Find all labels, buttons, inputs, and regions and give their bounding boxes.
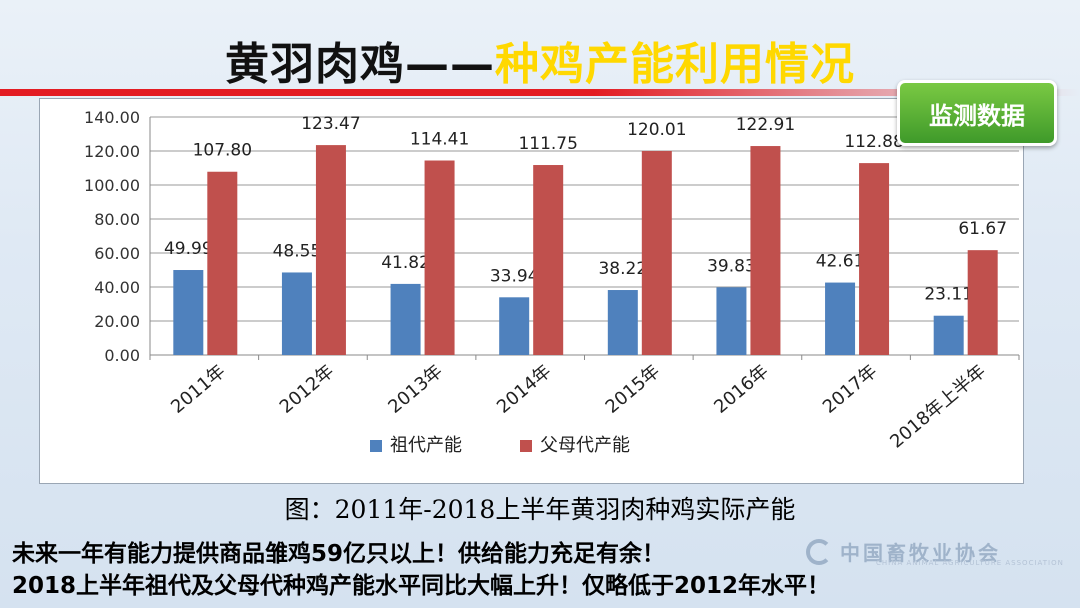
bar-parent [641, 150, 672, 355]
data-label: 107.80 [193, 141, 252, 161]
title-underline [0, 89, 1080, 96]
legend-label: 父母代产能 [540, 435, 630, 456]
data-label: 41.82 [381, 253, 430, 273]
summary-note-1: 未来一年有能力提供商品雏鸡59亿只以上！供给能力充足有余！ [12, 541, 666, 567]
bar-parent [315, 145, 346, 355]
y-tick-label: 20.00 [94, 312, 140, 331]
x-tick-label: 2011年 [167, 361, 229, 418]
data-label: 120.01 [627, 120, 686, 140]
data-label: 42.61 [816, 252, 865, 272]
bar-parent [424, 160, 455, 355]
summary-note-2: 2018上半年祖代及父母代种鸡产能水平同比大幅上升！仅略低于2012年水平！ [12, 573, 831, 599]
data-label: 49.99 [164, 239, 213, 259]
bar-grandparent [607, 290, 638, 355]
data-label: 61.67 [958, 219, 1007, 239]
data-label: 39.83 [707, 256, 756, 276]
data-label: 23.11 [924, 285, 973, 305]
bar-grandparent [390, 283, 421, 355]
slide-title: 黄羽肉鸡——种鸡产能利用情况 [0, 28, 1080, 92]
y-tick-label: 80.00 [94, 210, 140, 229]
data-label: 114.41 [410, 130, 469, 150]
y-tick-label: 140.00 [84, 108, 140, 127]
x-tick-label: 2017年 [819, 361, 881, 418]
legend-swatch [370, 440, 382, 452]
legend-label: 祖代产能 [390, 435, 462, 456]
bar-parent [859, 163, 890, 355]
y-tick-label: 100.00 [84, 176, 140, 195]
monitor-data-badge: 监测数据 [897, 80, 1057, 146]
y-tick-label: 0.00 [104, 346, 140, 365]
bar-parent [750, 146, 781, 355]
legend-swatch [520, 440, 532, 452]
y-tick-label: 120.00 [84, 142, 140, 161]
title-main: 黄羽肉鸡—— [225, 39, 495, 90]
x-tick-label: 2016年 [710, 361, 772, 418]
association-name-en: CHINA ANIMAL AGRICULTURE ASSOCIATION [876, 559, 1064, 567]
bar-grandparent [933, 315, 964, 355]
y-tick-label: 60.00 [94, 244, 140, 263]
data-label: 38.22 [598, 259, 647, 279]
bar-grandparent [499, 297, 530, 355]
title-highlight: 种鸡产能利用情况 [495, 39, 855, 90]
bar-grandparent [173, 270, 204, 355]
y-tick-label: 40.00 [94, 278, 140, 297]
data-label: 33.94 [490, 266, 539, 286]
bar-parent [207, 171, 238, 355]
bar-parent [533, 165, 564, 355]
bar-grandparent [825, 282, 856, 355]
x-tick-label: 2018年上半年 [886, 361, 990, 453]
bar-grandparent [716, 287, 747, 355]
bar-parent [967, 250, 998, 355]
x-tick-label: 2015年 [602, 361, 664, 418]
chart-caption: 图：2011年-2018上半年黄羽肉种鸡实际产能 [284, 495, 796, 524]
association-name-cn: 中国畜牧业协会 [840, 541, 1001, 565]
bar-chart: 0.00 20.00 40.00 60.00 80.00 100.00 120.00 140.… [84, 108, 1020, 456]
data-label: 112.88 [844, 132, 903, 152]
x-tick-label: 2013年 [384, 361, 446, 418]
data-label: 111.75 [518, 134, 577, 154]
association-logo: 中国畜牧业协会 CHINA ANIMAL AGRICULTURE ASSOCIA… [806, 537, 1063, 567]
bar-grandparent [281, 272, 312, 355]
association-logo-icon [806, 538, 832, 565]
x-tick-label: 2012年 [276, 361, 338, 418]
chart-frame: 0.00 20.00 40.00 60.00 80.00 100.00 120.00 140.… [39, 98, 1024, 484]
x-tick-label: 2014年 [493, 361, 555, 418]
data-label: 123.47 [301, 114, 360, 134]
data-label: 122.91 [736, 115, 795, 135]
data-label: 48.55 [273, 241, 322, 261]
